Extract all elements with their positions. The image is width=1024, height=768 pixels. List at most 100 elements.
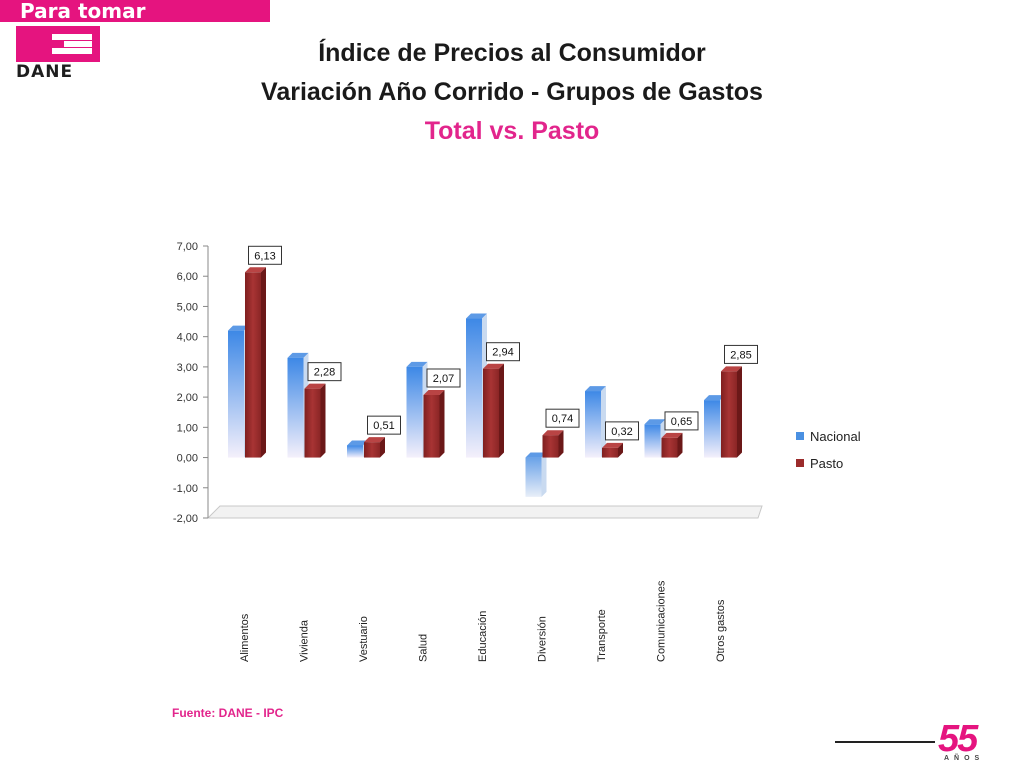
bar-pasto: [542, 435, 559, 458]
logo-text: DANE: [16, 62, 74, 82]
data-label: 2,07: [433, 373, 454, 385]
bar-nacional: [406, 366, 423, 458]
bar-nacional: [466, 318, 482, 458]
bar-top-nacional: [287, 352, 309, 358]
footer-divider: [835, 741, 935, 743]
bar-top-pasto: [364, 437, 385, 443]
bar-top-nacional: [466, 313, 487, 319]
bar-top-nacional: [704, 395, 725, 401]
data-label-box: [307, 362, 342, 382]
legend-swatch-nacional: [796, 432, 804, 440]
data-label-box: [545, 408, 580, 428]
bar-nacional: [644, 424, 661, 458]
data-label: 6,13: [254, 250, 275, 262]
bar-side-pasto: [380, 437, 385, 458]
y-tick-label: 7,00: [177, 241, 198, 253]
x-tick-label: Transporte: [596, 609, 608, 662]
bar-side-pasto: [737, 366, 742, 458]
bar-nacional: [525, 457, 542, 497]
y-tick-label: 2,00: [177, 392, 198, 404]
bar-nacional: [287, 357, 304, 458]
data-label-box: [367, 415, 401, 435]
data-label: 0,32: [611, 426, 632, 438]
bar-top-pasto: [304, 383, 326, 389]
source-note: Fuente: DANE - IPC: [172, 706, 284, 720]
data-label-box: [605, 421, 639, 441]
data-label-box: [664, 411, 699, 431]
bar-top-nacional: [525, 452, 547, 458]
data-label: 2,85: [730, 349, 751, 361]
bar-top-pasto: [602, 442, 623, 448]
bar-nacional: [228, 330, 244, 458]
bar-side-pasto: [677, 432, 683, 458]
anniversary-logo: 55: [938, 718, 978, 760]
bar-pasto: [602, 447, 618, 458]
bar-top-nacional: [406, 361, 428, 367]
bar-side-pasto: [439, 389, 445, 458]
y-tick-label: -2,00: [173, 513, 198, 525]
bar-top-pasto: [245, 267, 266, 273]
data-label-box: [248, 245, 282, 265]
data-label: 0,74: [552, 413, 573, 425]
bar-side-nacional: [541, 452, 547, 497]
bar-pasto: [304, 388, 321, 458]
bar-top-pasto: [483, 363, 504, 369]
bar-side-nacional: [601, 386, 606, 458]
bar-pasto: [245, 272, 261, 458]
x-tick-label: Salud: [418, 634, 430, 662]
data-label: 2,28: [314, 367, 335, 379]
bar-pasto: [661, 437, 678, 458]
bar-pasto: [364, 442, 380, 458]
bar-nacional: [347, 445, 363, 458]
y-tick-label: -1,00: [173, 483, 198, 495]
bar-pasto: [721, 371, 737, 458]
bar-pasto: [483, 368, 499, 458]
bar-side-pasto: [618, 442, 623, 458]
bar-side-pasto: [499, 363, 504, 458]
bar-top-pasto: [661, 432, 683, 438]
bar-top-nacional: [347, 440, 368, 446]
chart-floor: [206, 505, 763, 519]
y-tick-label: 4,00: [177, 332, 198, 344]
data-label-box: [426, 368, 461, 388]
bar-top-nacional: [228, 325, 249, 331]
x-tick-label: Vestuario: [358, 616, 370, 662]
x-tick-label: Otros gastos: [715, 599, 727, 662]
anniversary-subtext: AÑOS: [944, 755, 985, 762]
bar-top-pasto: [542, 430, 564, 436]
title-line-3: Total vs. Pasto: [424, 117, 600, 145]
data-label-box: [486, 342, 520, 362]
x-tick-label: Comunicaciones: [656, 580, 668, 662]
bar-top-nacional: [585, 386, 606, 392]
y-tick-label: 3,00: [177, 362, 198, 374]
bar-side-pasto: [261, 267, 266, 458]
y-tick-label: 5,00: [177, 301, 198, 313]
x-tick-label: Vivienda: [299, 619, 311, 662]
bar-top-pasto: [721, 366, 742, 372]
y-tick-label: 6,00: [177, 271, 198, 283]
chart-title: Índice de Precios al Consumidor Variació…: [0, 34, 1024, 151]
data-label: 0,51: [373, 420, 394, 432]
y-tick-label: 0,00: [177, 453, 198, 465]
data-label-box: [724, 344, 758, 364]
legend-label-pasto: Pasto: [810, 456, 843, 471]
bar-side-pasto: [320, 383, 326, 458]
bar-top-nacional: [644, 419, 666, 425]
data-label: 0,65: [671, 416, 692, 428]
x-tick-label: Alimentos: [239, 613, 251, 662]
bar-nacional: [585, 391, 601, 458]
legend-swatch-pasto: [796, 459, 804, 467]
data-label: 2,94: [492, 347, 513, 359]
x-tick-label: Diversión: [537, 616, 549, 662]
title-line-2: Variación Año Corrido - Grupos de Gastos: [261, 78, 763, 106]
bar-pasto: [423, 394, 440, 458]
bar-side-pasto: [558, 430, 564, 458]
dane-logo-icon: [16, 26, 100, 62]
title-line-1: Índice de Precios al Consumidor: [318, 39, 706, 67]
bar-nacional: [704, 400, 720, 458]
legend-label-nacional: Nacional: [810, 429, 861, 444]
y-tick-label: 1,00: [177, 422, 198, 434]
bar-top-pasto: [423, 389, 445, 395]
x-tick-label: Educación: [477, 611, 489, 662]
